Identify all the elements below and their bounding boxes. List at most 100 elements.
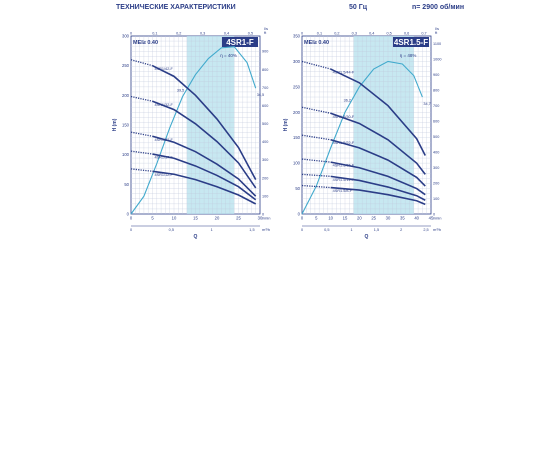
right-tick-label: 1000 [433, 57, 441, 61]
bottom-tick-label: 1,5 [374, 228, 379, 232]
title-box [222, 37, 258, 47]
right-tick-label: 1100 [433, 42, 441, 46]
efficiency-left-value: 36,2 [344, 99, 351, 103]
right-tick-label: 0 [262, 213, 264, 217]
right-tick-label: 200 [262, 176, 268, 180]
series-label: 4SR1.5/44-F [333, 71, 355, 75]
efficiency-band [186, 36, 235, 214]
y-tick-label: 150 [122, 123, 130, 128]
top-tick-label: 0,5 [248, 32, 253, 36]
top-tick-label: 0,1 [152, 32, 157, 36]
x-tick-label: 30 [258, 216, 263, 221]
right-axis-unit: ft [264, 30, 267, 35]
top-tick-label: 0,1 [317, 32, 322, 36]
series-line-start [301, 106, 331, 114]
right-tick-label: 300 [262, 158, 268, 162]
series-line [330, 186, 426, 206]
y-tick-label: 150 [293, 135, 301, 140]
series-line [330, 161, 426, 196]
y-tick-label: 200 [122, 93, 130, 98]
series-line-start [301, 158, 331, 163]
mei-label: MEI≥ 0.40 [133, 40, 158, 46]
mei-label: MEI≥ 0.40 [304, 40, 329, 46]
chart-title: 4SR1-F [226, 38, 254, 47]
series-label: 4SR1/42-F [155, 67, 174, 71]
series-label: 4SR1/17-F [155, 156, 174, 160]
series-label: 4SR1/22-F [155, 138, 174, 142]
right-tick-label: 800 [262, 68, 268, 72]
bottom-tick-label: 0,5 [324, 228, 329, 232]
efficiency-left-value: 39,5 [177, 88, 184, 92]
bottom-tick-label: 2,5 [423, 228, 428, 232]
frequency-label: 50 Гц [349, 4, 368, 11]
series-label: 4SR1.5/30-F [333, 115, 355, 119]
right-tick-label: 100 [433, 197, 439, 201]
efficiency-right-value: 34,5 [257, 93, 264, 97]
right-tick-label: 600 [262, 104, 268, 108]
bottom-tick-label: 0 [301, 228, 303, 232]
x-tick-label: 10 [328, 216, 333, 221]
right-tick-label: 400 [262, 140, 268, 144]
efficiency-curve [301, 60, 423, 215]
y-tick-label: 300 [293, 59, 301, 64]
series-label: 4SR1.5/15-F [333, 164, 355, 168]
x-tick-label: 30 [386, 216, 391, 221]
right-tick-label: 700 [262, 86, 268, 90]
bottom-tick-label: 1 [211, 228, 213, 232]
right-tick-label: 400 [433, 150, 439, 154]
speed-label: n= 2900 об/мин [412, 4, 465, 11]
series-label: 4SR1/12-F [155, 173, 174, 177]
series-line [330, 68, 426, 156]
y-axis-label: H (m) [112, 118, 118, 131]
x-tick-label: 0 [130, 216, 133, 221]
x-tick-label: 35 [400, 216, 405, 221]
top-tick-label: 0,3 [352, 32, 357, 36]
x-tick-label: 5 [315, 216, 318, 221]
efficiency-right-value: 34,7 [423, 102, 430, 106]
x-axis-unit: l/min [433, 216, 441, 221]
right-tick-label: 500 [433, 135, 439, 139]
right-tick-label: 700 [433, 104, 439, 108]
x-tick-label: 25 [371, 216, 376, 221]
y-tick-label: 100 [293, 161, 301, 166]
top-axis-unit: l/s [435, 26, 439, 31]
right-tick-label: 900 [262, 50, 268, 54]
x-axis-unit: l/min [262, 216, 270, 221]
right-tick-label: 800 [433, 88, 439, 92]
top-tick-label: 0,4 [369, 32, 374, 36]
right-tick-label: 900 [433, 73, 439, 77]
top-axis-unit: l/s [264, 26, 268, 31]
title-box [393, 37, 429, 47]
y-tick-label: 0 [127, 212, 130, 217]
series-line [330, 112, 426, 175]
y-tick-label: 350 [293, 34, 301, 39]
efficiency-label: η = 48% [400, 53, 417, 58]
y-tick-label: 0 [298, 212, 301, 217]
top-tick-label: 0,2 [334, 32, 339, 36]
top-tick-label: 0,3 [200, 32, 205, 36]
page-title: ТЕХНИЧЕСКИЕ ХАРАКТЕРИСТИКИ [116, 4, 236, 11]
series-line [152, 100, 257, 189]
y-tick-label: 300 [122, 34, 130, 39]
x-axis-label: Q [194, 234, 198, 240]
series-line [152, 135, 257, 197]
right-tick-label: 600 [433, 119, 439, 123]
bottom-tick-label: 0,5 [169, 228, 174, 232]
bottom-tick-label: 0 [130, 228, 132, 232]
top-tick-label: 0,4 [224, 32, 229, 36]
y-axis-label: H (m) [283, 118, 289, 131]
right-tick-label: 300 [433, 166, 439, 170]
series-line-start [301, 134, 331, 141]
x-tick-label: 0 [301, 216, 304, 221]
series-label: 4SR1.5/8-F [333, 189, 353, 193]
y-tick-label: 100 [122, 152, 130, 157]
right-tick-label: 0 [433, 213, 435, 217]
right-axis-unit: ft [435, 30, 438, 35]
y-tick-label: 50 [295, 186, 300, 191]
right-tick-label: 100 [262, 194, 268, 198]
series-line-start [301, 60, 331, 70]
x-tick-label: 15 [193, 216, 198, 221]
series-line [152, 170, 257, 205]
top-tick-label: 0,2 [176, 32, 181, 36]
